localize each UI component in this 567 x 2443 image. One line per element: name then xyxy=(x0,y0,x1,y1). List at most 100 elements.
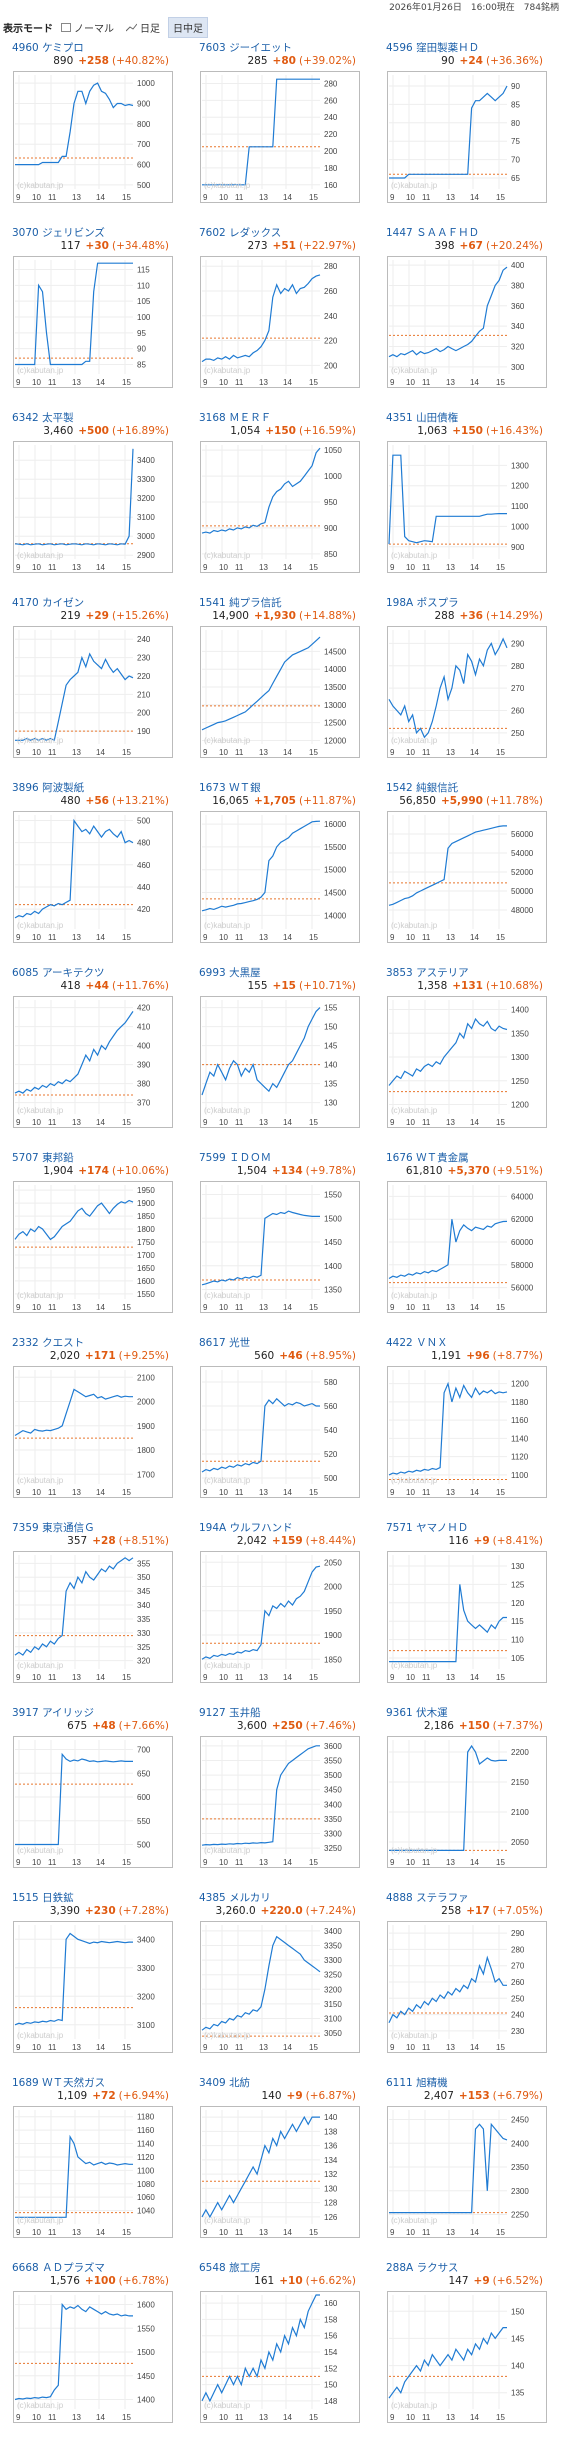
stock-card[interactable]: 8617 光世 560 +46 (+8.95%) 580 560 540 520 500 9 10 1… xyxy=(189,1333,376,1518)
stock-card[interactable]: 2332 クエスト 2,020 +171 (+9.25%) 2100 2000 1900 18… xyxy=(2,1333,189,1518)
stock-name[interactable]: ＷＴ貴金属 xyxy=(416,1152,469,1164)
stock-title-link[interactable]: 1447 ＳＡＡＦＨＤ xyxy=(386,225,479,240)
stock-code[interactable]: 4351 xyxy=(386,412,413,424)
stock-code[interactable]: 3917 xyxy=(12,1707,39,1719)
stock-card[interactable]: 4385 メルカリ 3,260.0 +220.0 (+7.24%) 3400 3350 33… xyxy=(189,1888,376,2073)
stock-name[interactable]: 大黒屋 xyxy=(229,967,261,979)
stock-card[interactable]: 9127 玉井船 3,600 +250 (+7.46%) 3600 3550 3500 345… xyxy=(189,1703,376,1888)
stock-name[interactable]: 旅工房 xyxy=(229,2262,261,2274)
intraday-chart[interactable]: 1000 900 800 700 600 500 9 10 11 13 14 15 (c)kabutan… xyxy=(13,71,173,204)
intraday-chart[interactable]: 56000 54000 52000 50000 48000 9 10 11 13 14 15 (c)k… xyxy=(387,811,547,944)
stock-name[interactable]: 旭精機 xyxy=(416,2077,448,2089)
intraday-chart[interactable]: 64000 62000 60000 58000 56000 9 10 11 13 14 15 (c)k… xyxy=(387,1181,547,1314)
stock-code[interactable]: 7599 xyxy=(199,1152,226,1164)
stock-title-link[interactable]: 3917 アイリッジ xyxy=(12,1705,94,1720)
intraday-chart[interactable]: 160 158 156 154 152 150 148 9 10 11 13 14 15 (c)kabut… xyxy=(200,2291,360,2424)
stock-code[interactable]: 6548 xyxy=(199,2262,226,2274)
stock-name[interactable]: ケミプロ xyxy=(42,42,84,54)
stock-code[interactable]: 2332 xyxy=(12,1337,39,1349)
stock-title-link[interactable]: 9361 伏木運 xyxy=(386,1705,448,1720)
stock-name[interactable]: クエスト xyxy=(42,1337,85,1349)
stock-name[interactable]: 日鉄鉱 xyxy=(42,1892,74,1904)
stock-card[interactable]: 288A ラクサス 147 +9 (+6.52%) 150 145 140 135 9 10 11 1… xyxy=(376,2258,563,2443)
intraday-chart[interactable]: 290 280 270 260 250 240 230 9 10 11 13 14 15 (c)kabut… xyxy=(387,1921,547,2054)
intraday-chart[interactable]: 1050 1000 950 900 850 9 10 11 13 14 15 (c)kabutan.j… xyxy=(200,441,360,574)
stock-name[interactable]: 太平製 xyxy=(42,412,74,424)
intraday-chart[interactable]: 2200 2150 2100 2050 9 10 11 13 14 15 (c)kabutan.jp xyxy=(387,1736,547,1869)
intraday-chart[interactable]: 700 650 600 550 500 9 10 11 13 14 15 (c)kabutan.jp xyxy=(13,1736,173,1869)
stock-code[interactable]: 4385 xyxy=(199,1892,226,1904)
stock-code[interactable]: 3070 xyxy=(12,227,39,239)
intraday-chart[interactable]: 150 145 140 135 9 10 11 13 14 15 (c)kabutan.jp xyxy=(387,2291,547,2424)
stock-card[interactable]: 7599 ＩＤＯＭ 1,504 +134 (+9.78%) 1550 1500 1450 14… xyxy=(189,1148,376,1333)
stock-card[interactable]: 3896 阿波製紙 480 +56 (+13.21%) 500 480 460 440 420 9… xyxy=(2,778,189,963)
stock-code[interactable]: 3409 xyxy=(199,2077,226,2089)
intraday-chart[interactable]: 2100 2000 1900 1800 1700 9 10 11 13 14 15 (c)kabuta… xyxy=(13,1366,173,1499)
stock-name[interactable]: 玉井船 xyxy=(229,1707,261,1719)
stock-code[interactable]: 7602 xyxy=(199,227,226,239)
stock-code[interactable]: 7571 xyxy=(386,1522,413,1534)
stock-title-link[interactable]: 3853 アステリア xyxy=(386,965,469,980)
stock-title-link[interactable]: 6548 旅工房 xyxy=(199,2260,261,2275)
intraday-chart[interactable]: 3600 3550 3500 3450 3400 3350 3300 3250 9 10 11 13 1… xyxy=(200,1736,360,1869)
stock-card[interactable]: 6668 ＡＤプラズマ 1,576 +100 (+6.78%) 1600 1550 1500… xyxy=(2,2258,189,2443)
stock-name[interactable]: ポスプラ xyxy=(416,597,459,609)
stock-name[interactable]: レダックス xyxy=(229,227,282,239)
stock-card[interactable]: 4596 窪田製薬ＨＤ 90 +24 (+36.36%) 90 85 80 75 70 65 9 10… xyxy=(376,38,563,223)
stock-title-link[interactable]: 288A ラクサス xyxy=(386,2260,458,2275)
stock-card[interactable]: 3409 北紡 140 +9 (+6.87%) 140 138 136 134 132 130 12… xyxy=(189,2073,376,2258)
stock-card[interactable]: 4888 ステラファ 258 +17 (+7.05%) 290 280 270 260 250 2… xyxy=(376,1888,563,2073)
intraday-chart[interactable]: 155 150 145 140 135 130 9 10 11 13 14 15 (c)kabutan.… xyxy=(200,996,360,1129)
mode-intraday-button[interactable]: 日中足 xyxy=(168,16,208,38)
stock-title-link[interactable]: 6668 ＡＤプラズマ xyxy=(12,2260,105,2275)
intraday-chart[interactable]: 14500 14000 13500 13000 12500 12000 9 10 11 13 14 1… xyxy=(200,626,360,759)
stock-name[interactable]: ＭＥＲＦ xyxy=(229,412,272,424)
stock-name[interactable]: 純銀信託 xyxy=(416,782,459,794)
intraday-chart[interactable]: 115 110 105 100 95 90 85 9 10 11 13 14 15 (c)kabutan.… xyxy=(13,256,173,389)
stock-name[interactable]: 純プラ信託 xyxy=(229,597,282,609)
stock-title-link[interactable]: 3409 北紡 xyxy=(199,2075,250,2090)
intraday-chart[interactable]: 3400 3300 3200 3100 3000 2900 9 10 11 13 14 15 (c)ka… xyxy=(13,441,173,574)
stock-title-link[interactable]: 198A ポスプラ xyxy=(386,595,459,610)
stock-card[interactable]: 1689 ＷＴ天然ガス 1,109 +72 (+6.94%) 1180 1160 1140 1… xyxy=(2,2073,189,2258)
stock-title-link[interactable]: 3896 阿波製紙 xyxy=(12,780,84,795)
stock-code[interactable]: 4596 xyxy=(386,42,413,54)
stock-code[interactable]: 9361 xyxy=(386,1707,413,1719)
stock-name[interactable]: 窪田製薬ＨＤ xyxy=(416,42,480,54)
stock-code[interactable]: 1676 xyxy=(386,1152,413,1164)
intraday-chart[interactable]: 1180 1160 1140 1120 1100 1080 1060 1040 9 10 11 13 1… xyxy=(13,2106,173,2239)
intraday-chart[interactable]: 130 125 120 115 110 105 9 10 11 13 14 15 (c)kabutan.… xyxy=(387,1551,547,1684)
stock-title-link[interactable]: 3168 ＭＥＲＦ xyxy=(199,410,271,425)
intraday-chart[interactable]: 355 350 345 340 335 330 325 320 9 10 11 13 14 15 (c)ka… xyxy=(13,1551,173,1684)
stock-title-link[interactable]: 4960 ケミプロ xyxy=(12,40,84,55)
stock-code[interactable]: 7603 xyxy=(199,42,226,54)
stock-title-link[interactable]: 3070 ジェリビンズ xyxy=(12,225,105,240)
stock-title-link[interactable]: 4351 山田債権 xyxy=(386,410,458,425)
stock-code[interactable]: 198A xyxy=(386,597,414,609)
stock-name[interactable]: ＩＤＯＭ xyxy=(229,1152,272,1164)
stock-code[interactable]: 6342 xyxy=(12,412,39,424)
stock-title-link[interactable]: 6111 旭精機 xyxy=(386,2075,448,2090)
stock-code[interactable]: 9127 xyxy=(199,1707,226,1719)
stock-code[interactable]: 1542 xyxy=(386,782,413,794)
stock-title-link[interactable]: 4596 窪田製薬ＨＤ xyxy=(386,40,479,55)
stock-title-link[interactable]: 7603 ジーイエット xyxy=(199,40,292,55)
stock-title-link[interactable]: 1673 ＷＴ銀 xyxy=(199,780,261,795)
stock-title-link[interactable]: 8617 光世 xyxy=(199,1335,250,1350)
stock-card[interactable]: 6548 旅工房 161 +10 (+6.62%) 160 158 156 154 152 150… xyxy=(189,2258,376,2443)
intraday-chart[interactable]: 2450 2400 2350 2300 2250 9 10 11 13 14 15 (c)kabuta… xyxy=(387,2106,547,2239)
stock-name[interactable]: ＶＮＸ xyxy=(416,1337,448,1349)
intraday-chart[interactable]: 500 480 460 440 420 9 10 11 13 14 15 (c)kabutan.jp xyxy=(13,811,173,944)
stock-card[interactable]: 6993 大黒屋 155 +15 (+10.71%) 155 150 145 140 135 13… xyxy=(189,963,376,1148)
stock-code[interactable]: 4422 xyxy=(386,1337,413,1349)
stock-name[interactable]: 光世 xyxy=(229,1337,251,1349)
stock-name[interactable]: 伏木運 xyxy=(416,1707,448,1719)
stock-card[interactable]: 194A ウルフハンド 2,042 +159 (+8.44%) 2050 2000 1950… xyxy=(189,1518,376,1703)
stock-title-link[interactable]: 1542 純銀信託 xyxy=(386,780,458,795)
stock-code[interactable]: 194A xyxy=(199,1522,227,1534)
stock-title-link[interactable]: 7571 ヤマノＨＤ xyxy=(386,1520,468,1535)
stock-name[interactable]: ステラファ xyxy=(416,1892,469,1904)
intraday-chart[interactable]: 90 85 80 75 70 65 9 10 11 13 14 15 (c)kabutan.jp xyxy=(387,71,547,204)
stock-name[interactable]: ヤマノＨＤ xyxy=(416,1522,469,1534)
stock-code[interactable]: 3896 xyxy=(12,782,39,794)
